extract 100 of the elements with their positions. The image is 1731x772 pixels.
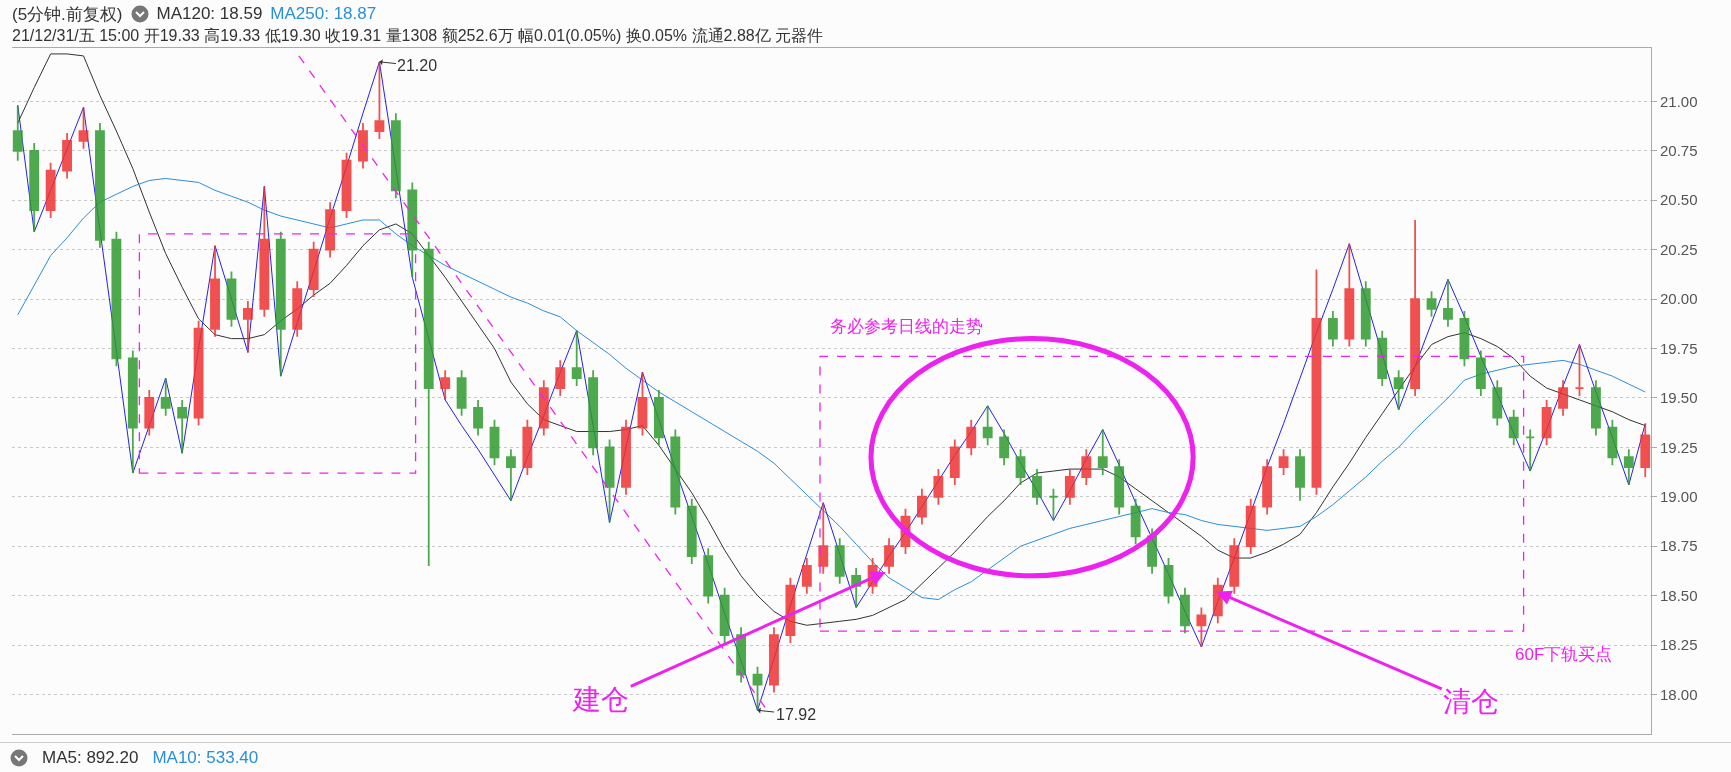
candlestick — [292, 280, 303, 338]
candlestick — [160, 377, 171, 417]
candlestick — [884, 537, 894, 575]
candlestick — [1360, 280, 1371, 348]
candlestick — [966, 418, 977, 457]
candlestick — [390, 112, 401, 200]
candlestick — [1081, 448, 1092, 486]
candlestick — [653, 389, 664, 447]
candlestick — [473, 399, 483, 437]
candlestick — [78, 106, 89, 150]
y-tick-label: 21.00 — [1660, 92, 1698, 110]
candlestick — [1607, 418, 1618, 467]
annotation: 建仓 — [572, 684, 629, 715]
candlestick — [1327, 310, 1338, 348]
candlestick — [12, 104, 23, 162]
candlestick — [308, 240, 319, 298]
candlestick — [818, 501, 829, 575]
candlestick — [1525, 428, 1536, 472]
candlestick — [1377, 329, 1388, 387]
candlestick — [555, 359, 566, 397]
candlestick — [1064, 468, 1075, 506]
candlestick — [144, 389, 155, 437]
candlestick — [1443, 278, 1453, 328]
candlestick — [769, 626, 779, 694]
candlestick — [1459, 310, 1470, 368]
y-tick-label: 19.75 — [1660, 339, 1698, 357]
candlestick — [325, 201, 336, 259]
candlestick — [1196, 606, 1207, 648]
candlestick — [736, 626, 747, 684]
candlestick — [29, 141, 40, 233]
candlestick — [1410, 219, 1421, 397]
candlestick — [703, 547, 714, 605]
y-tick-label: 20.75 — [1660, 142, 1698, 160]
candlestick — [1508, 408, 1519, 447]
y-tick-label: 19.50 — [1660, 389, 1698, 407]
candlestick — [45, 161, 56, 219]
text: MA10: 533.40 — [152, 748, 259, 768]
candlestick — [1541, 399, 1552, 447]
annotation: 务必参考日线的走势 — [830, 317, 983, 336]
candlestick — [785, 576, 796, 644]
y-tick-label: 18.50 — [1660, 586, 1698, 604]
candlestick — [916, 487, 927, 526]
y-tick-label: 18.00 — [1660, 685, 1698, 703]
candlestick — [801, 557, 812, 595]
candlestick — [1163, 557, 1174, 605]
candlestick — [522, 418, 533, 476]
candlestick — [111, 230, 122, 368]
candlestick — [604, 438, 615, 524]
candlestick — [1180, 586, 1190, 635]
candlestick — [1295, 448, 1305, 502]
candlestick — [1344, 242, 1355, 348]
candlestick — [1492, 379, 1503, 427]
candlestick — [127, 349, 138, 474]
candlestick — [1114, 458, 1125, 516]
candlestick — [341, 151, 352, 219]
annotation: 17.92 — [776, 706, 817, 723]
candlestick — [407, 181, 418, 279]
chart-subtitle: 21/12/31/五 15:00 开19.33 高19.33 低19.30 收19.31 量1308 额252.6万 幅0.01(0.05%) 换0.05% 流通2.88亿 元器件 — [12, 26, 825, 46]
candlestick — [1147, 527, 1157, 575]
y-tick-label: 19.00 — [1660, 488, 1698, 506]
y-tick-label: 18.25 — [1660, 636, 1698, 654]
candlestick — [1393, 369, 1404, 411]
y-tick-label: 19.25 — [1660, 438, 1698, 456]
candlestick — [999, 428, 1010, 467]
candlestick — [1426, 290, 1437, 318]
candlestick — [933, 468, 944, 506]
annotation: 21.20 — [397, 57, 438, 74]
candlestick — [1130, 497, 1141, 546]
candlestick — [177, 399, 188, 455]
candlestick — [1591, 379, 1601, 437]
candlestick — [1245, 497, 1256, 555]
candlestick — [423, 240, 434, 567]
candlestick — [982, 404, 993, 447]
candlestick — [1015, 448, 1026, 486]
candlestick — [588, 369, 599, 457]
line-series — [17, 177, 1646, 601]
candlestick — [538, 379, 549, 437]
candlestick — [506, 448, 516, 502]
candlestick — [834, 537, 845, 585]
y-tick-label: 20.25 — [1660, 240, 1698, 258]
y-tick-label: 18.75 — [1660, 537, 1698, 555]
text: MA120: 18.59 — [156, 4, 263, 24]
candlestick — [686, 497, 697, 565]
candlestick — [949, 438, 960, 486]
candlestick — [95, 122, 105, 249]
candlestick — [358, 122, 368, 170]
candlestick — [62, 132, 72, 180]
text: MA250: 18.87 — [270, 4, 377, 24]
candlestick — [1097, 428, 1108, 476]
candlestick — [719, 586, 730, 644]
candlestick — [1048, 487, 1059, 522]
candlestick — [440, 369, 451, 401]
candlestick — [637, 371, 648, 437]
candlestick — [210, 244, 220, 338]
candlestick — [1032, 468, 1042, 506]
candlestick — [1623, 448, 1634, 486]
candlestick — [571, 329, 582, 387]
candlestick — [275, 230, 286, 378]
y-tick-label: 20.00 — [1660, 290, 1698, 308]
text: MA5: 892.20 — [42, 748, 139, 768]
